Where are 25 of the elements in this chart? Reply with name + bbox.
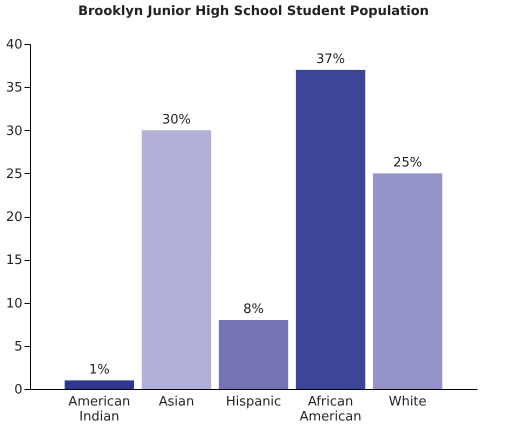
x-tick-label: Asian — [158, 394, 194, 410]
bar — [142, 130, 212, 389]
y-tick-label: 10 — [6, 296, 22, 312]
chart-title: Brooklyn Junior High School Student Population — [78, 4, 429, 19]
bar — [218, 320, 288, 389]
data-label: 1% — [89, 362, 110, 378]
bar — [296, 70, 366, 389]
y-tick-label: 5 — [14, 339, 22, 354]
x-tick-label: White — [388, 394, 427, 410]
y-tick-label: 0 — [14, 382, 22, 398]
data-label: 37% — [316, 52, 346, 67]
x-tick-label: American Indian — [68, 394, 130, 424]
y-tick-label: 30 — [6, 124, 22, 139]
data-label: 25% — [393, 155, 422, 170]
y-tick-label: 35 — [6, 80, 22, 96]
x-tick-label: Hispanic — [226, 394, 282, 410]
bar — [64, 380, 134, 389]
y-tick-label: 20 — [6, 210, 22, 225]
data-label: 8% — [243, 302, 264, 317]
y-tick-label: 40 — [6, 38, 22, 52]
bar — [372, 173, 442, 389]
data-label: 30% — [162, 112, 191, 128]
y-tick-label: 15 — [6, 253, 22, 268]
x-tick-label: African American — [300, 394, 362, 424]
y-tick-label: 25 — [6, 166, 22, 182]
